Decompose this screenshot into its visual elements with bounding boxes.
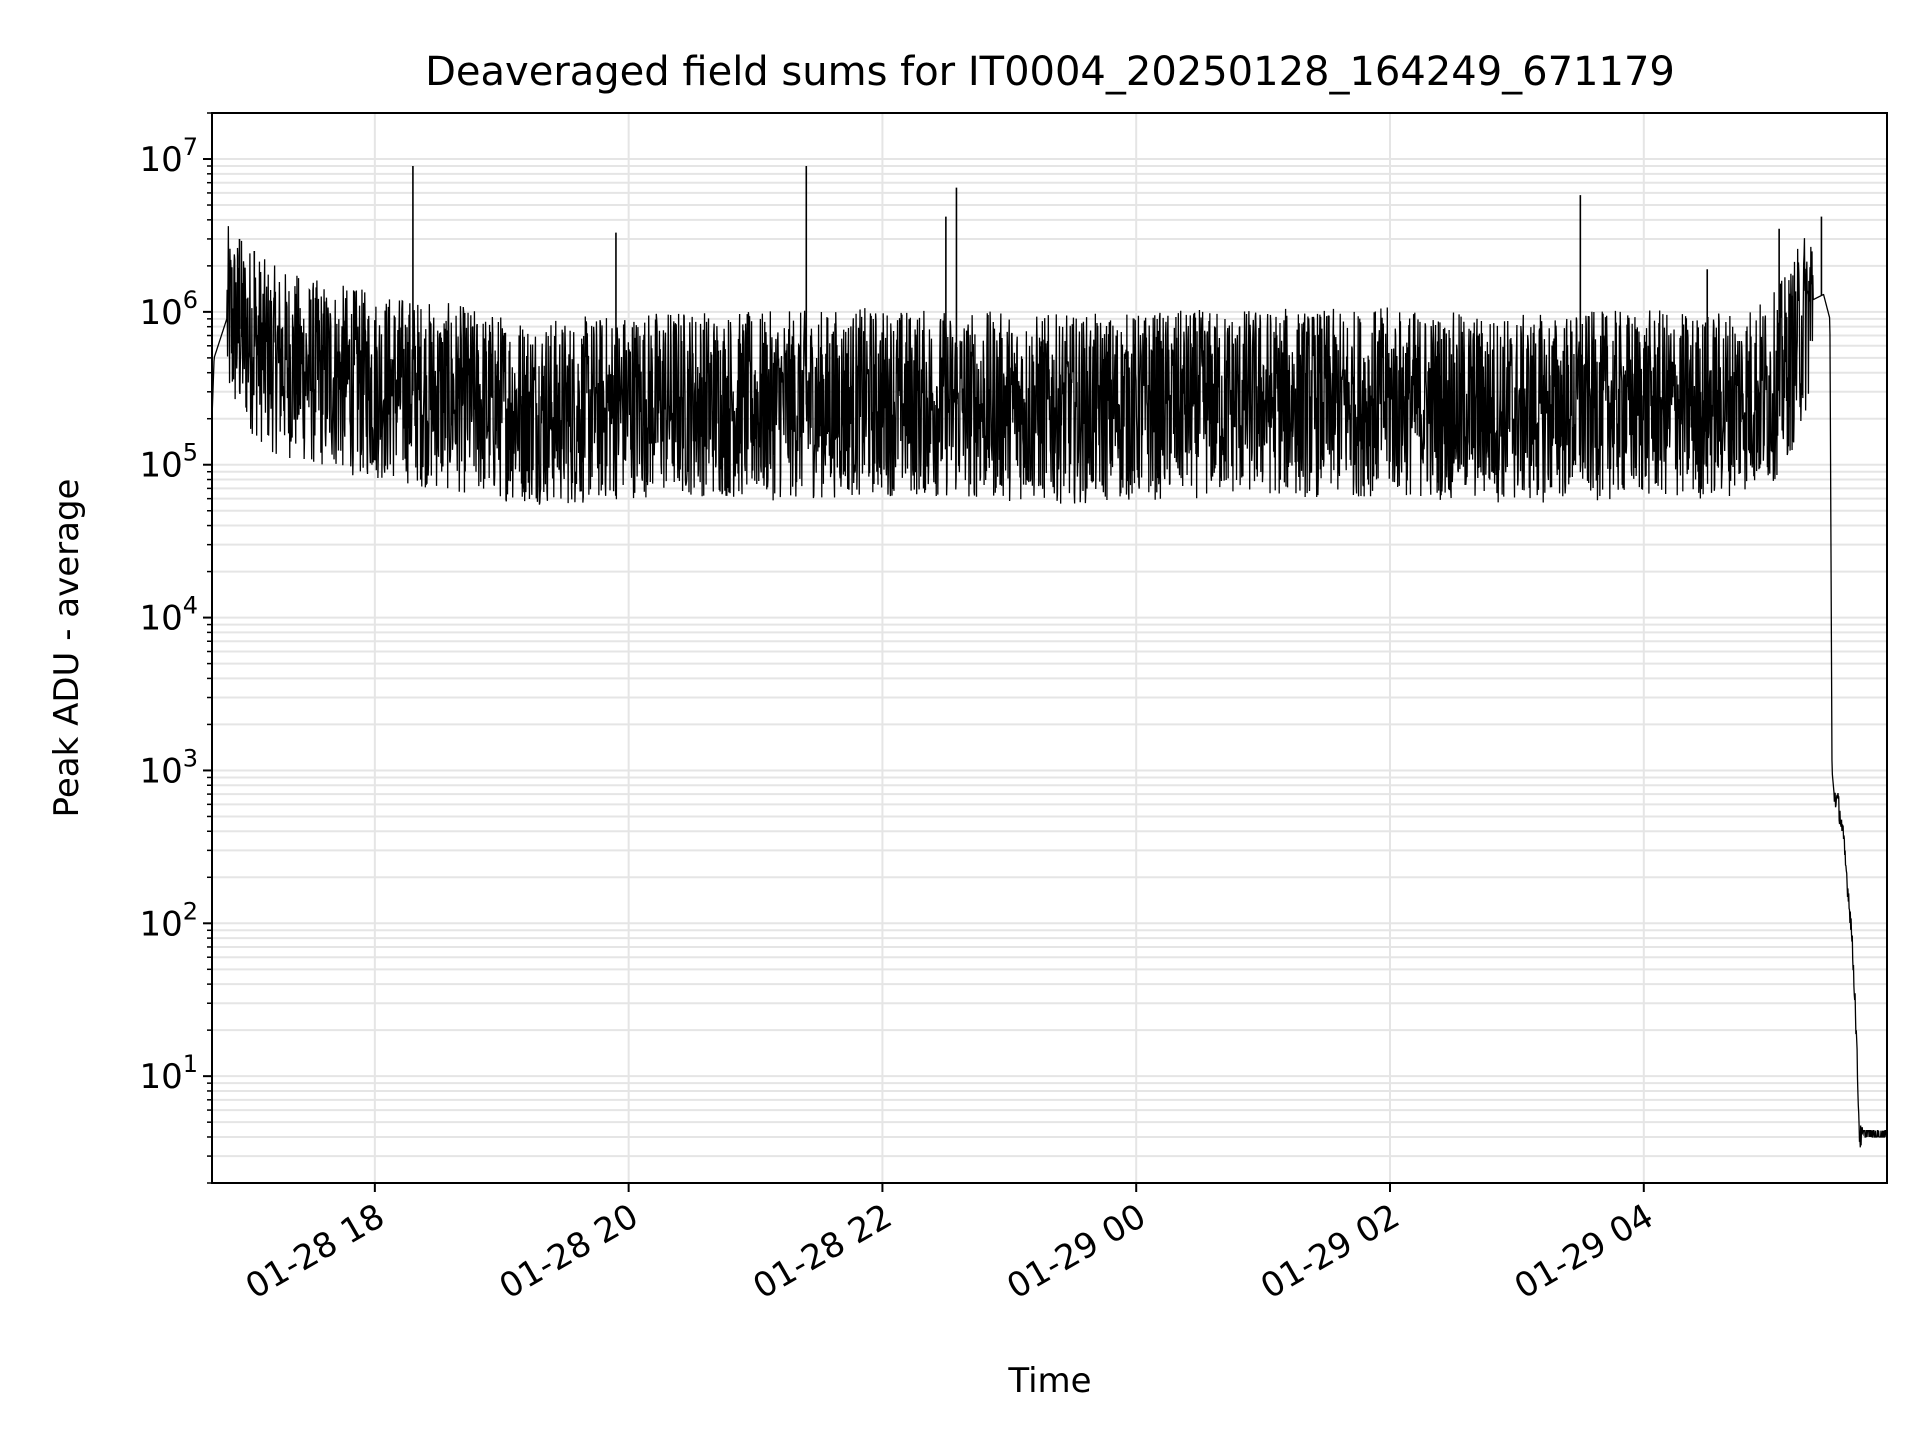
y-tick-label: 107 bbox=[139, 133, 198, 180]
grid bbox=[212, 112, 1887, 1184]
y-tick-label: 104 bbox=[139, 592, 198, 639]
y-tick-label: 106 bbox=[139, 286, 198, 333]
x-axis-label: Time bbox=[1007, 1361, 1091, 1401]
y-tick-label: 105 bbox=[139, 439, 198, 486]
y-tick-label: 101 bbox=[139, 1050, 198, 1097]
y-axis-label: Peak ADU - average bbox=[47, 479, 87, 818]
data-series bbox=[211, 166, 1888, 1148]
chart-title: Deaveraged field sums for IT0004_2025012… bbox=[425, 49, 1675, 95]
plot-frame bbox=[211, 112, 1888, 1184]
y-tick-label: 102 bbox=[139, 897, 198, 944]
y-tick-label: 103 bbox=[139, 744, 198, 791]
series-line bbox=[211, 226, 1888, 1148]
